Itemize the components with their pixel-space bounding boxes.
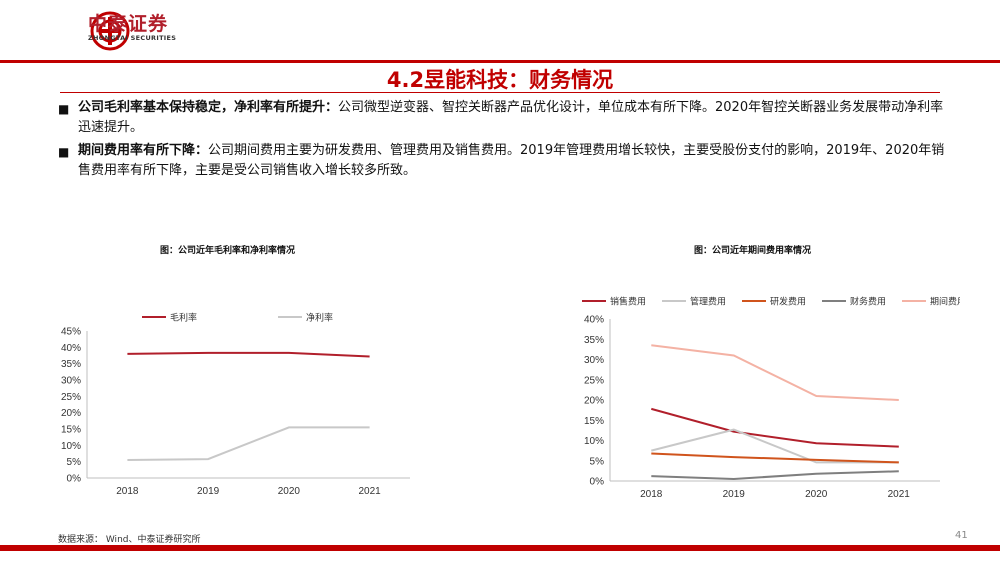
data-source: 数据来源： Wind、中泰证券研究所 bbox=[58, 535, 201, 545]
x-tick-label: 2020 bbox=[805, 489, 828, 500]
y-tick-label: 10% bbox=[61, 441, 81, 452]
bullet-list: ■ 公司毛利率基本保持稳定，净利率有所提升：公司微型逆变器、智控关断器产品优化设… bbox=[58, 98, 948, 184]
legend-label: 毛利率 bbox=[170, 312, 197, 323]
y-tick-label: 35% bbox=[584, 335, 604, 346]
legend-label: 净利率 bbox=[306, 312, 333, 323]
margin-chart: 0% 5% 10% 15% 20% 25% 30% 35% 40% 45% 2018 2019 2020… bbox=[61, 312, 410, 497]
left-chart-title: 图：公司近年毛利率和净利率情况 bbox=[160, 246, 296, 256]
series-line bbox=[651, 428, 899, 464]
header: 中泰证券 ZHONGTAI SECURITIES bbox=[0, 0, 1000, 60]
square-bullet-icon: ■ bbox=[58, 102, 70, 116]
x-tick-label: 2018 bbox=[640, 489, 663, 500]
y-tick-label: 35% bbox=[61, 359, 81, 370]
company-name-en: ZHONGTAI SECURITIES bbox=[88, 34, 177, 42]
y-tick-label: 15% bbox=[61, 425, 81, 436]
company-name: 中泰证券 ZHONGTAI SECURITIES bbox=[88, 14, 176, 43]
expense-chart: 0% 5% 10% 15% 20% 25% 30% 35% 40% 2018 2019 2020 202… bbox=[582, 296, 960, 500]
title-underline bbox=[60, 92, 940, 93]
legend-label: 研发费用 bbox=[770, 296, 806, 307]
x-tick-label: 2020 bbox=[278, 486, 301, 497]
footer-bar bbox=[0, 545, 1000, 551]
company-logo-icon bbox=[90, 11, 130, 51]
bullet-lead: 公司毛利率基本保持稳定，净利率有所提升： bbox=[78, 100, 339, 115]
y-tick-label: 15% bbox=[584, 416, 604, 427]
square-bullet-icon: ■ bbox=[58, 145, 70, 159]
series-line bbox=[651, 452, 899, 464]
y-tick-label: 40% bbox=[584, 315, 604, 326]
right-chart-title: 图：公司近年期间费用率情况 bbox=[694, 246, 812, 256]
legend-label: 销售费用 bbox=[610, 296, 646, 307]
x-tick-label: 2019 bbox=[197, 486, 220, 497]
bullet-item: ■ 期间费用率有所下降：公司期间费用主要为研发费用、管理费用及销售费用。2019… bbox=[58, 141, 948, 181]
y-tick-label: 30% bbox=[61, 376, 81, 387]
x-tick-label: 2018 bbox=[116, 486, 139, 497]
y-tick-label: 25% bbox=[584, 375, 604, 386]
series-line bbox=[651, 344, 899, 401]
y-tick-label: 30% bbox=[584, 355, 604, 366]
bullet-item: ■ 公司毛利率基本保持稳定，净利率有所提升：公司微型逆变器、智控关断器产品优化设… bbox=[58, 98, 948, 138]
series-line bbox=[651, 470, 899, 481]
x-tick-label: 2021 bbox=[359, 486, 382, 497]
series-line bbox=[127, 426, 370, 461]
y-tick-label: 0% bbox=[590, 477, 605, 488]
x-tick-label: 2019 bbox=[723, 489, 746, 500]
y-tick-label: 5% bbox=[590, 456, 605, 467]
series-line bbox=[127, 351, 370, 358]
bullet-text: 公司微型逆变器、智控关断器产品优化设计，单位成本有所下降。2020年智控关断器业… bbox=[78, 100, 944, 135]
legend-label: 管理费用 bbox=[690, 296, 726, 307]
bullet-lead: 期间费用率有所下降： bbox=[78, 143, 209, 158]
y-tick-label: 40% bbox=[61, 343, 81, 354]
y-tick-label: 10% bbox=[584, 436, 604, 447]
y-tick-label: 5% bbox=[67, 457, 82, 468]
series-line bbox=[651, 407, 899, 448]
x-tick-label: 2021 bbox=[888, 489, 911, 500]
company-name-cn: 中泰证券 bbox=[88, 13, 169, 35]
slide-title: 4.2昱能科技：财务情况 bbox=[386, 68, 614, 92]
y-tick-label: 20% bbox=[61, 408, 81, 419]
y-tick-label: 0% bbox=[67, 474, 82, 485]
page-number: 41 bbox=[955, 530, 968, 541]
header-divider bbox=[0, 60, 1000, 63]
y-tick-label: 45% bbox=[61, 327, 81, 338]
y-tick-label: 20% bbox=[584, 396, 604, 407]
bullet-text: 公司期间费用主要为研发费用、管理费用及销售费用。2019年管理费用增长较快，主要… bbox=[78, 143, 945, 178]
y-tick-label: 25% bbox=[61, 392, 81, 403]
legend-label: 财务费用 bbox=[850, 296, 886, 307]
legend-label: 期间费用率 bbox=[930, 296, 960, 307]
